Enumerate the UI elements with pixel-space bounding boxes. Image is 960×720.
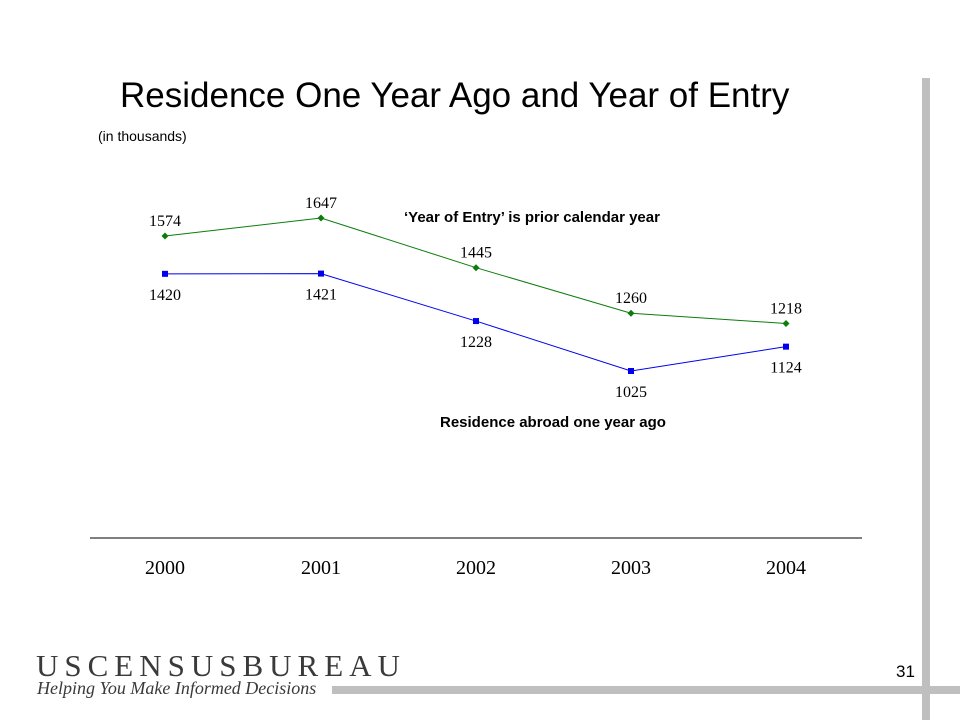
data-point-1-3	[628, 368, 634, 374]
series-line-0	[164, 217, 787, 325]
data-point-0-2	[472, 264, 480, 272]
series-layer: 1574 1647 1445 1260 1218 1420 1421 1228 1025 1124	[149, 195, 802, 401]
data-label-0-2: 1445	[460, 245, 492, 262]
data-label-1-3: 1025	[615, 384, 647, 401]
decorative-horizontal-bar	[332, 686, 960, 694]
decorative-vertical-bar	[922, 78, 930, 720]
data-label-1-0: 1420	[149, 287, 181, 304]
data-point-1-4	[783, 343, 789, 350]
x-tick-label-2001: 2001	[301, 557, 341, 579]
series-label-year-of-entry: ‘Year of Entry’ is prior calendar year	[404, 209, 660, 226]
data-point-1-2	[473, 318, 479, 325]
data-point-0-1	[317, 214, 325, 222]
census-bureau-logo: USCENSUSBUREAU	[36, 648, 406, 683]
data-point-0-4	[782, 320, 790, 328]
data-point-1-1	[318, 270, 324, 277]
data-label-0-3: 1260	[615, 290, 647, 307]
x-tick-label-2002: 2002	[456, 557, 496, 579]
logo-tagline: Helping You Make Informed Decisions	[37, 678, 317, 698]
data-label-1-1: 1421	[305, 287, 337, 304]
slide-subtitle: (in thousands)	[98, 128, 187, 144]
data-point-1-0	[162, 270, 168, 277]
data-point-0-0	[161, 232, 169, 240]
page-number: 31	[896, 662, 915, 681]
x-tick-labels: 2000 2001 2002 2003 2004	[145, 557, 806, 579]
slide-title: Residence One Year Ago and Year of Entry	[120, 76, 790, 115]
data-label-1-4: 1124	[770, 360, 801, 377]
data-label-1-2: 1228	[460, 334, 492, 351]
data-label-0-0: 1574	[149, 213, 181, 230]
data-point-0-3	[627, 309, 635, 317]
x-tick-label-2004: 2004	[766, 557, 806, 579]
data-label-0-4: 1218	[770, 301, 802, 318]
x-tick-label-2003: 2003	[611, 557, 651, 579]
data-label-0-1: 1647	[305, 195, 337, 212]
x-tick-label-2000: 2000	[145, 557, 185, 579]
series-label-residence-abroad: Residence abroad one year ago	[440, 414, 666, 431]
